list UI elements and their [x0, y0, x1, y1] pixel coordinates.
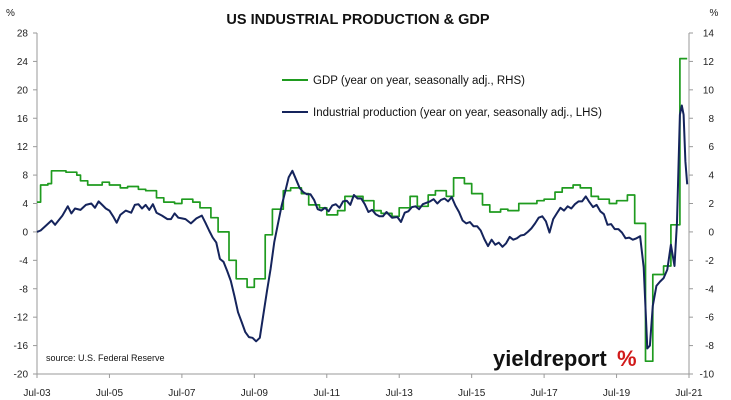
legend-item-industrial-production: Industrial production (year on year, sea… — [282, 107, 602, 119]
axes: 2824201612840-4-8-12-16-2014121086420-2-… — [14, 29, 715, 400]
right-tick-label: 12 — [703, 57, 715, 68]
yieldreport-logo: yieldreport % — [493, 346, 637, 371]
left-tick-label: 4 — [22, 199, 28, 210]
x-tick-label: Jul-19 — [603, 388, 631, 399]
left-tick-label: 12 — [17, 142, 29, 153]
logo-percent-symbol: % — [617, 346, 637, 371]
left-tick-label: 24 — [17, 57, 29, 68]
right-tick-label: 0 — [708, 227, 714, 238]
x-tick-label: Jul-07 — [168, 388, 196, 399]
x-tick-label: Jul-13 — [386, 388, 414, 399]
right-tick-label: -4 — [705, 284, 714, 295]
right-tick-label: 10 — [703, 85, 715, 96]
series-line-gdp — [37, 57, 688, 363]
x-tick-label: Jul-09 — [241, 388, 269, 399]
x-tick-label: Jul-21 — [675, 388, 703, 399]
right-axis-unit: % — [710, 8, 719, 19]
right-tick-label: 2 — [708, 199, 714, 210]
logo-text: yieldreport — [493, 346, 607, 371]
right-tick-label: 8 — [708, 114, 714, 125]
left-tick-label: -16 — [14, 341, 29, 352]
left-tick-label: 28 — [17, 29, 29, 40]
x-tick-label: Jul-11 — [314, 388, 341, 399]
right-tick-label: 6 — [708, 142, 714, 153]
right-tick-label: -8 — [705, 341, 714, 352]
left-tick-label: -12 — [14, 313, 29, 324]
legend-label: GDP (year on year, seasonally adj., RHS) — [313, 75, 525, 87]
right-tick-label: -6 — [705, 313, 714, 324]
right-tick-label: -2 — [705, 256, 714, 267]
left-tick-label: -4 — [19, 256, 28, 267]
right-tick-label: -10 — [700, 370, 715, 381]
chart-title: US INDUSTRIAL PRODUCTION & GDP — [226, 12, 489, 28]
left-tick-label: -8 — [19, 284, 28, 295]
source-note: source: U.S. Federal Reserve — [46, 353, 165, 363]
x-tick-label: Jul-03 — [23, 388, 51, 399]
left-tick-label: 16 — [17, 114, 29, 125]
legend: GDP (year on year, seasonally adj., RHS)… — [282, 75, 602, 119]
x-tick-label: Jul-15 — [458, 388, 486, 399]
x-tick-label: Jul-17 — [530, 388, 558, 399]
series-layer — [36, 57, 689, 363]
left-tick-label: 8 — [22, 171, 28, 182]
legend-label: Industrial production (year on year, sea… — [313, 107, 602, 119]
right-tick-label: 14 — [703, 29, 715, 40]
left-tick-label: 20 — [17, 85, 29, 96]
left-tick-label: -20 — [14, 370, 29, 381]
right-tick-label: 4 — [708, 171, 714, 182]
series-line-industrial-production — [36, 104, 689, 350]
left-tick-label: 0 — [22, 227, 28, 238]
x-tick-label: Jul-05 — [96, 388, 124, 399]
legend-item-gdp: GDP (year on year, seasonally adj., RHS) — [282, 75, 525, 87]
left-axis-unit: % — [6, 8, 15, 19]
